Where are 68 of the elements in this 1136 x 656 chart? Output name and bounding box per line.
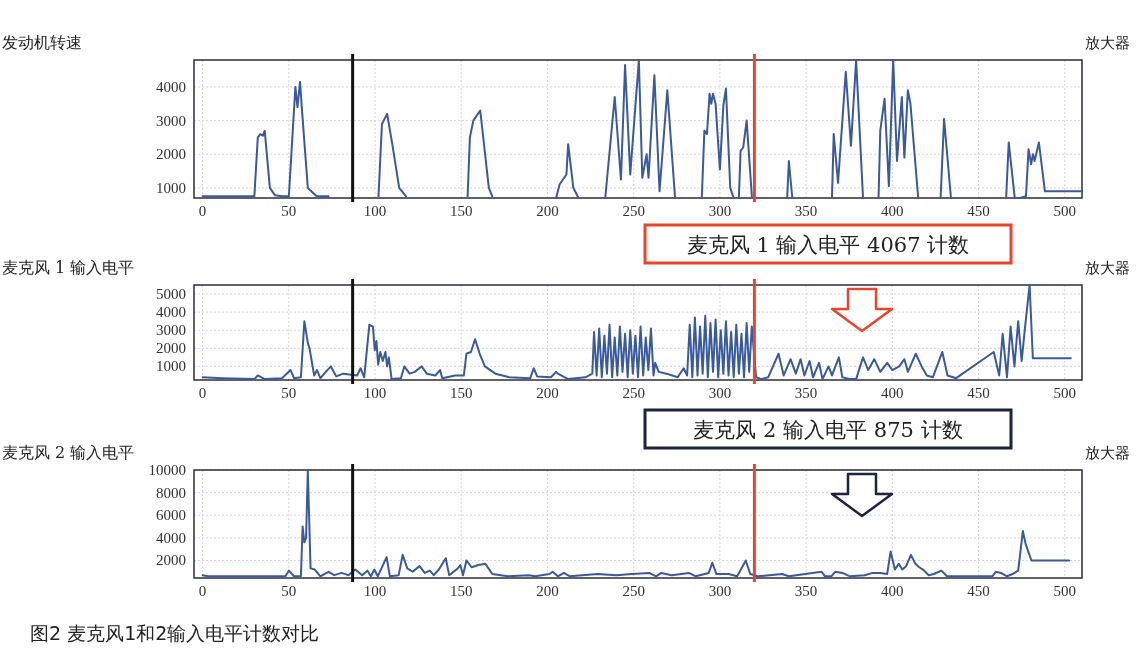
x-tick-label: 500 bbox=[1053, 203, 1077, 219]
x-tick-label: 350 bbox=[794, 203, 818, 219]
text: 发动机转速 bbox=[2, 33, 82, 52]
y-tick-label: 6000 bbox=[156, 507, 186, 524]
line-series bbox=[737, 119, 753, 199]
x-tick-label: 500 bbox=[1053, 385, 1077, 401]
y-tick-label: 4000 bbox=[156, 304, 186, 321]
x-tick-label: 100 bbox=[363, 203, 387, 219]
chart-subtitle: 放大器 bbox=[1085, 34, 1130, 52]
chart-subtitle: 放大器 bbox=[1085, 259, 1130, 277]
x-tick-label: 0 bbox=[198, 203, 207, 219]
line-series bbox=[201, 80, 330, 198]
chart-subtitle: 放大器 bbox=[1085, 444, 1130, 462]
x-tick-label: 250 bbox=[622, 203, 645, 219]
x-tick-label: 450 bbox=[967, 203, 990, 219]
chart-title: 麦克风 2 输入电平 bbox=[2, 443, 135, 462]
x-tick-label: 300 bbox=[708, 583, 732, 599]
x-tick-label: 300 bbox=[708, 385, 732, 401]
y-tick-label: 2000 bbox=[156, 340, 186, 357]
line-series bbox=[877, 59, 920, 199]
x-tick-label: 500 bbox=[1053, 583, 1077, 599]
y-tick-label: 2000 bbox=[156, 552, 186, 569]
line-series bbox=[830, 59, 865, 199]
x-tick-label: 400 bbox=[881, 385, 904, 401]
y-tick-label: 1000 bbox=[156, 179, 186, 196]
chart-title: 麦克风 1 输入电平 bbox=[2, 258, 135, 277]
line-series bbox=[201, 469, 1071, 578]
x-tick-label: 350 bbox=[794, 385, 818, 401]
x-tick-label: 150 bbox=[450, 583, 473, 599]
x-tick-label: 400 bbox=[881, 203, 904, 219]
x-tick-label: 250 bbox=[622, 385, 645, 401]
x-tick-label: 100 bbox=[363, 385, 387, 401]
y-tick-label: 8000 bbox=[156, 484, 186, 501]
x-tick-label: 400 bbox=[881, 583, 904, 599]
line-series bbox=[377, 112, 408, 198]
line-series bbox=[201, 284, 1072, 381]
line-series bbox=[700, 87, 735, 199]
x-tick-label: 200 bbox=[536, 385, 559, 401]
x-tick-label: 0 bbox=[198, 583, 207, 599]
x-tick-label: 200 bbox=[536, 203, 559, 219]
x-tick-label: 450 bbox=[967, 583, 990, 599]
x-tick-label: 50 bbox=[281, 583, 297, 599]
y-tick-label: 10000 bbox=[148, 462, 186, 478]
x-tick-label: 300 bbox=[708, 203, 732, 219]
y-tick-label: 1000 bbox=[156, 358, 186, 375]
x-tick-label: 250 bbox=[622, 583, 645, 599]
x-tick-label: 100 bbox=[363, 583, 387, 599]
line-series bbox=[604, 59, 677, 199]
text: 麦克风 2 输入电平 875 计数 bbox=[693, 418, 963, 442]
x-tick-label: 350 bbox=[794, 583, 818, 599]
x-tick-label: 50 bbox=[281, 385, 297, 401]
x-tick-label: 0 bbox=[198, 385, 207, 401]
x-tick-label: 150 bbox=[450, 385, 473, 401]
x-tick-label: 50 bbox=[281, 203, 297, 219]
x-tick-label: 150 bbox=[450, 203, 473, 219]
line-series bbox=[466, 109, 494, 198]
y-tick-label: 3000 bbox=[156, 322, 186, 339]
x-tick-label: 200 bbox=[536, 583, 559, 599]
line-series bbox=[1005, 141, 1083, 199]
text: 麦克风 1 输入电平 4067 计数 bbox=[686, 233, 970, 257]
y-tick-label: 5000 bbox=[156, 286, 186, 303]
y-tick-label: 4000 bbox=[156, 78, 186, 95]
y-tick-label: 3000 bbox=[156, 112, 186, 129]
y-tick-label: 4000 bbox=[156, 529, 186, 546]
caption: 图2 麦克风1和2输入电平计数对比 bbox=[30, 622, 320, 644]
line-series bbox=[555, 143, 580, 199]
x-tick-label: 450 bbox=[967, 385, 990, 401]
y-tick-label: 2000 bbox=[156, 146, 186, 163]
